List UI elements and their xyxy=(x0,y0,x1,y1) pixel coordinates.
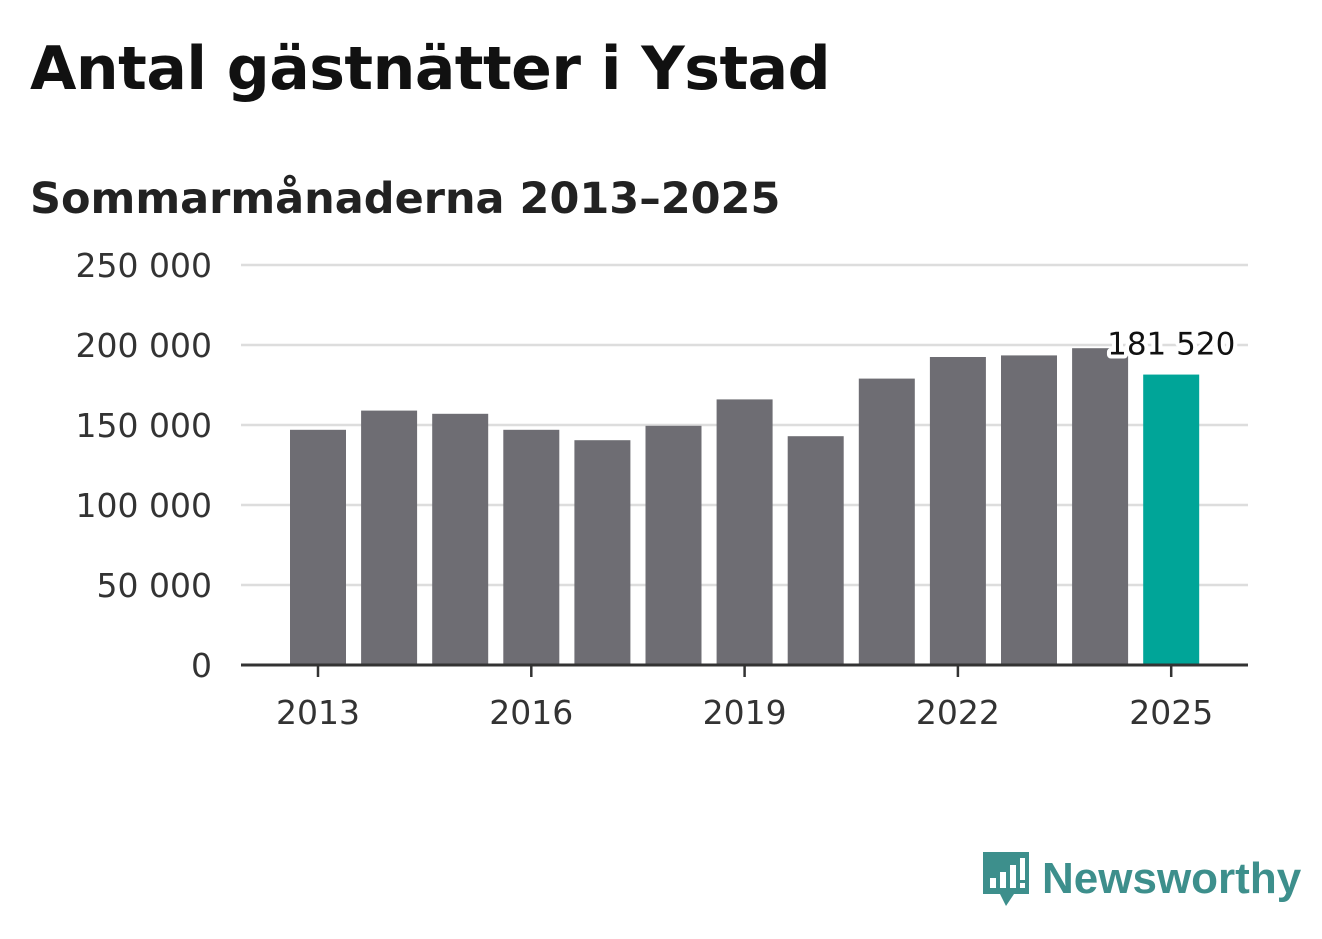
chart-title: Antal gästnätter i Ystad xyxy=(30,34,831,104)
newsworthy-brand: Newsworthy xyxy=(980,848,1301,910)
brand-name: Newsworthy xyxy=(1042,854,1302,903)
bar-2015 xyxy=(432,413,489,665)
bar-2014 xyxy=(361,410,418,665)
bar-2013 xyxy=(290,429,346,665)
bar-2021 xyxy=(858,378,915,665)
newsworthy-logo-icon xyxy=(983,852,1029,906)
highlight-data-label: 181 520 xyxy=(1107,327,1235,363)
x-tick-label: 2025 xyxy=(1129,693,1213,732)
bar-2023 xyxy=(1001,355,1057,665)
bars xyxy=(290,348,1200,665)
data-labels: 181 520 xyxy=(1103,323,1239,367)
bar-2025 xyxy=(1143,374,1200,665)
bar-2016 xyxy=(503,429,560,665)
y-axis-ticks: 0 50 000 100 000 150 000 200 000 250 000 xyxy=(76,246,212,685)
y-tick-label: 0 xyxy=(191,646,212,685)
bar-2019 xyxy=(716,399,773,665)
bar-2018 xyxy=(645,425,702,665)
x-tick-label: 2022 xyxy=(916,693,1000,732)
y-tick-label: 200 000 xyxy=(76,326,212,365)
y-tick-label: 150 000 xyxy=(76,406,212,445)
bar-2022 xyxy=(929,357,986,665)
x-tick-label: 2016 xyxy=(489,693,573,732)
bar-2024 xyxy=(1072,348,1129,665)
chart-subtitle: Sommarmånaderna 2013–2025 xyxy=(30,174,781,224)
y-tick-label: 250 000 xyxy=(76,246,212,285)
bar-2017 xyxy=(574,440,631,665)
x-axis-ticks: 2013 2016 2019 2022 2025 xyxy=(276,665,1213,732)
x-tick-label: 2013 xyxy=(276,693,360,732)
y-tick-label: 50 000 xyxy=(97,566,212,605)
bar-2020 xyxy=(787,436,844,665)
x-tick-label: 2019 xyxy=(703,693,787,732)
y-tick-label: 100 000 xyxy=(76,486,212,525)
bar-chart: 0 50 000 100 000 150 000 200 000 250 000 2013… xyxy=(76,246,1248,732)
